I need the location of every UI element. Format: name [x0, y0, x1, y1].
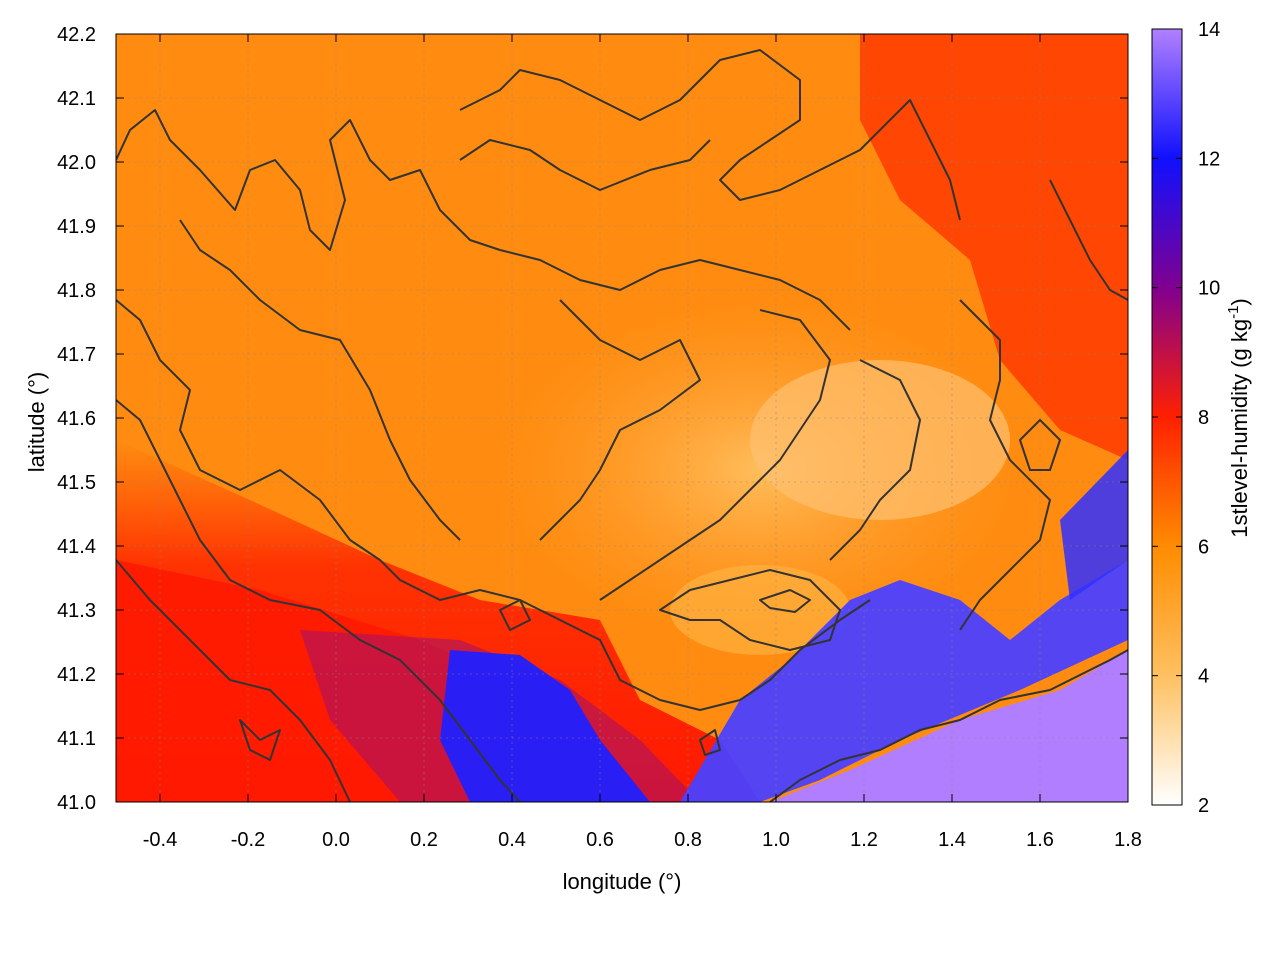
x-axis-label: longitude (°): [563, 869, 682, 894]
y-tick-label: 41.4: [57, 536, 96, 558]
x-tick-label: 1.6: [1026, 829, 1054, 851]
field-coast-blue-west: [440, 650, 650, 802]
contour-line: [239, 719, 281, 761]
contour-line: [959, 299, 1051, 631]
x-tick-label: 0.6: [586, 829, 614, 851]
contour-line: [599, 309, 831, 601]
contour-line: [116, 559, 351, 802]
colorbar-tick-label: 8: [1198, 407, 1209, 429]
y-axis-tick-labels: 41.0 41.1 41.2 41.3 41.4 41.5 41.6 41.7 41.8 41.9…: [57, 24, 96, 814]
x-tick-label: 0.4: [498, 829, 526, 851]
y-tick-label: 41.6: [57, 408, 96, 430]
field-coast-blue-edge: [1060, 450, 1128, 600]
colorbar-tick-labels: 2 4 6 8 10 12 14: [1198, 19, 1220, 817]
y-tick-label: 41.5: [57, 472, 96, 494]
y-tick-label: 41.7: [57, 344, 96, 366]
contour-line: [769, 649, 1128, 802]
field-plateau-core: [750, 360, 1010, 520]
colorbar-label-superscript: -1: [1225, 306, 1242, 319]
x-tick-label: -0.4: [143, 829, 177, 851]
axis-ticks: [116, 33, 1129, 803]
colorbar-tick-label: 6: [1198, 536, 1209, 558]
contour-line: [116, 399, 521, 802]
colorbar-label-main: 1stlevel-humidity (g kg: [1227, 319, 1252, 538]
x-tick-label: 0.2: [410, 829, 438, 851]
contour-line: [759, 589, 811, 613]
x-axis-tick-labels: -0.4 -0.2 0.0 0.2 0.4 0.6 0.8 1.0 1.2 1.4 1.6 1.8: [143, 829, 1142, 851]
y-tick-label: 42.2: [57, 24, 96, 46]
x-tick-label: 1.0: [762, 829, 790, 851]
y-tick-label: 42.0: [57, 152, 96, 174]
x-tick-label: 1.8: [1114, 829, 1142, 851]
contour-line: [829, 359, 921, 561]
contour-lines: [116, 49, 1128, 802]
field-coast-blue-east: [680, 560, 1128, 802]
colorbar-tick-label: 4: [1198, 666, 1209, 688]
contour-line: [499, 599, 531, 631]
contour-line: [699, 729, 721, 756]
y-tick-label: 41.9: [57, 216, 96, 238]
colorbar-tick-label: 14: [1198, 19, 1220, 41]
colorbar-tick-label: 2: [1198, 795, 1209, 817]
field-sea: [770, 650, 1128, 802]
contour-line: [179, 219, 461, 541]
y-tick-label: 41.8: [57, 280, 96, 302]
field-northeast-red: [860, 34, 1128, 460]
y-tick-label: 41.1: [57, 728, 96, 750]
contour-line: [459, 49, 961, 221]
y-tick-label: 41.0: [57, 792, 96, 814]
x-tick-label: 1.2: [850, 829, 878, 851]
x-tick-label: 0.0: [322, 829, 350, 851]
colorbar-tick-label: 10: [1198, 278, 1220, 300]
x-tick-label: 0.8: [674, 829, 702, 851]
x-tick-label: -0.2: [231, 829, 265, 851]
contour-line: [539, 299, 701, 541]
y-tick-label: 41.2: [57, 664, 96, 686]
contour-line: [1019, 419, 1061, 471]
contour-line: [1049, 179, 1128, 301]
contour-line: [459, 139, 711, 191]
colorbar-label-end: ): [1227, 298, 1252, 305]
colorbar-label: 1stlevel-humidity (g kg-1): [1225, 298, 1252, 538]
contour-line: [116, 109, 851, 331]
y-axis-label: latitude (°): [24, 372, 49, 473]
y-tick-label: 42.1: [57, 88, 96, 110]
y-tick-label: 41.3: [57, 600, 96, 622]
colorbar-tick-label: 12: [1198, 148, 1220, 170]
contour-line: [659, 569, 841, 651]
colorbar-ticks: [1152, 28, 1182, 806]
contour-line: [116, 299, 871, 711]
x-tick-label: 1.4: [938, 829, 966, 851]
